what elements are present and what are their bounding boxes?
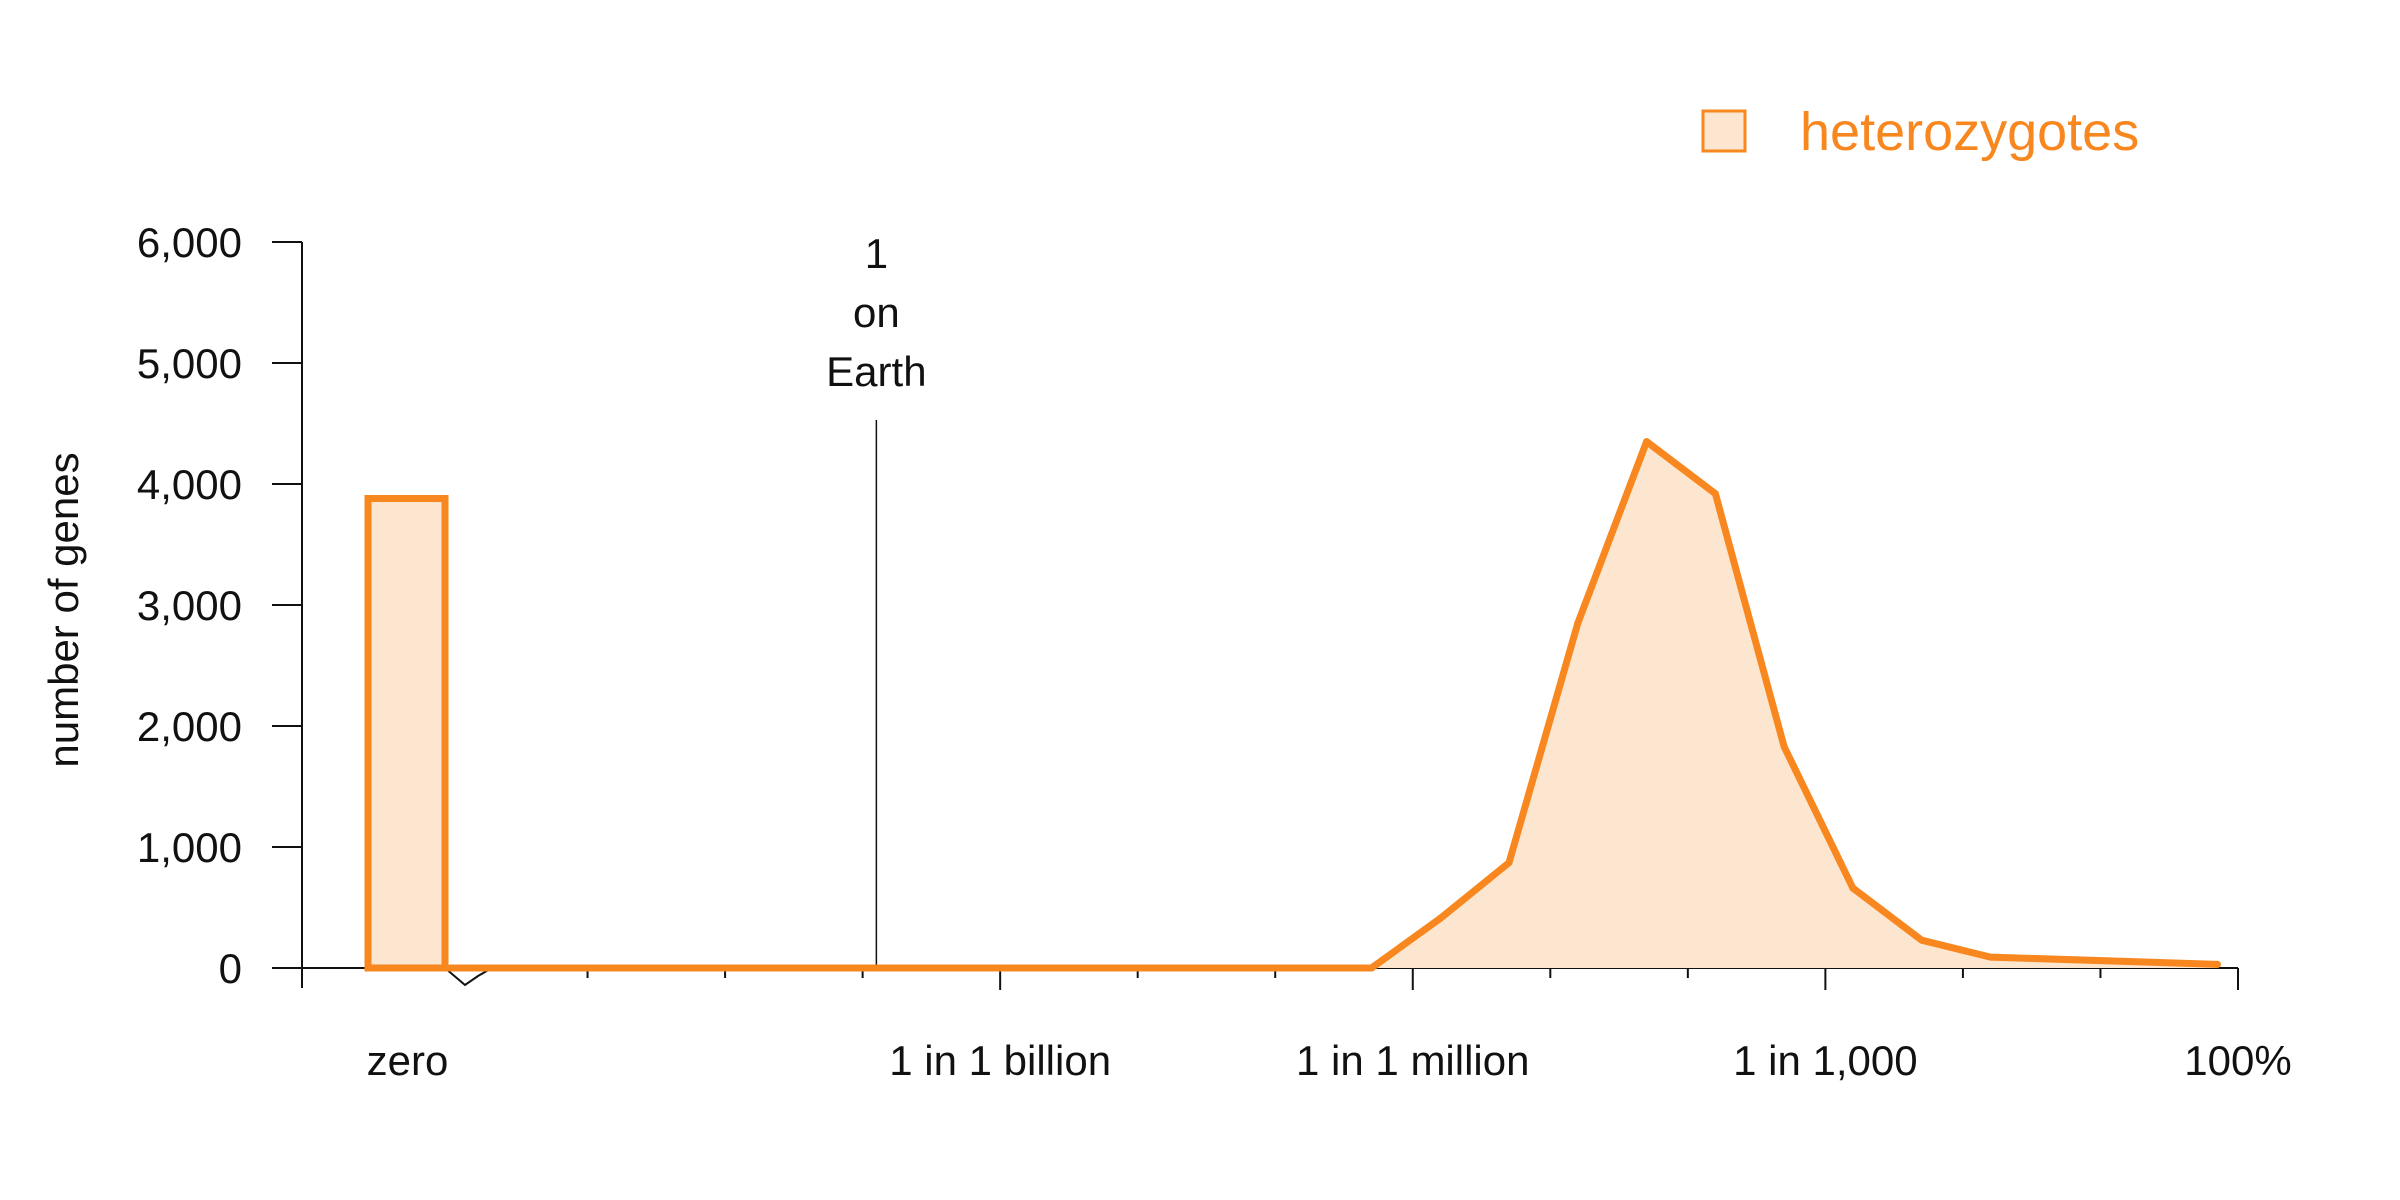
data-point-0: [446, 964, 454, 972]
series-group: [446, 438, 2221, 972]
zero-bin-bar: [364, 495, 449, 972]
x-axis-break-marker: [444, 967, 493, 987]
data-point-4: [1574, 619, 1582, 627]
x-axis: zero 1 in 1 billion 1 in 1 million 1 in 1,0…: [301, 967, 2292, 1084]
reference-line-group: 1 on Earth: [826, 230, 927, 968]
y-tick-label-6: 6,000: [137, 219, 242, 266]
x-tick-label-3: 100%: [2184, 1037, 2291, 1084]
y-axis: 0 1,000 2,000 3,000 4,000 5,000 6,000: [137, 219, 303, 992]
x-tick-label-2: 1 in 1,000: [1733, 1037, 1918, 1084]
data-point-2: [1436, 914, 1444, 922]
series-line-heterozygotes: [446, 438, 2221, 972]
series-area-heterozygotes: [450, 441, 2218, 969]
legend: heterozygotes: [1701, 102, 2139, 162]
y-tick-label-5: 5,000: [137, 340, 242, 387]
data-point-1: [1368, 964, 1375, 972]
y-tick-label-1: 1,000: [137, 824, 242, 871]
x-tick-label-1: 1 in 1 million: [1296, 1037, 1529, 1084]
data-point-3: [1505, 859, 1513, 867]
data-point-5: [1643, 438, 1651, 446]
data-point-9: [1918, 936, 1926, 944]
data-point-6: [1711, 490, 1719, 498]
y-tick-label-3: 3,000: [137, 582, 242, 629]
data-point-11: [2213, 960, 2221, 968]
zero-bin-group: [364, 495, 449, 972]
reference-line-label-2: Earth: [826, 348, 926, 395]
reference-line-label-0: 1: [865, 230, 888, 277]
y-tick-label-0: 0: [219, 945, 242, 992]
data-point-10: [1986, 953, 1994, 961]
reference-line-label-1: on: [853, 289, 900, 336]
x-tick-label-zero: zero: [367, 1037, 449, 1084]
data-point-7: [1780, 743, 1788, 751]
y-axis-title: number of genes: [40, 452, 87, 767]
legend-label-heterozygotes: heterozygotes: [1800, 102, 2139, 162]
data-point-8: [1849, 884, 1857, 892]
x-tick-label-0: 1 in 1 billion: [889, 1037, 1111, 1084]
legend-swatch-heterozygotes: [1701, 109, 1747, 153]
y-tick-label-2: 2,000: [137, 703, 242, 750]
y-tick-label-4: 4,000: [137, 461, 242, 508]
